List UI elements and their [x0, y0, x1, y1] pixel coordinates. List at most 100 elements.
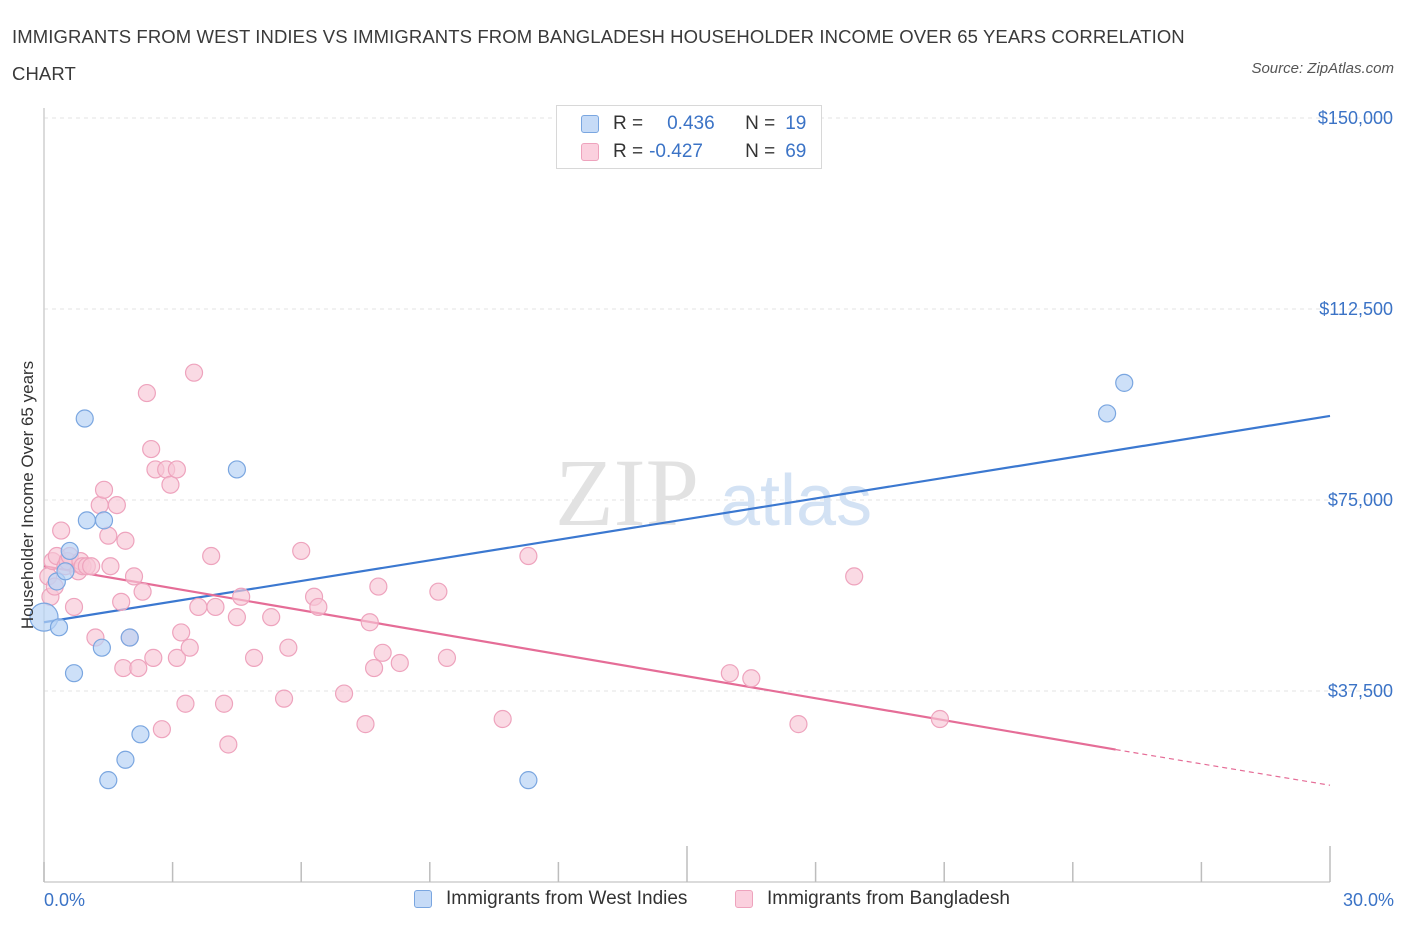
west-indies-point [60, 541, 79, 561]
legend-row-bangladesh: R = -0.427 N = 69 [581, 139, 806, 165]
west-indies-point [227, 460, 246, 479]
axes [43, 108, 1331, 883]
west-indies-point [92, 638, 111, 657]
bangladesh-point [202, 546, 221, 566]
bangladesh-point [437, 648, 457, 667]
bangladesh-point [356, 715, 375, 734]
legend-n-value: 69 [785, 141, 807, 162]
bangladesh-point [292, 541, 311, 561]
bangladesh-point [101, 557, 120, 576]
stats-legend: R = 0.436 N = 19 R = -0.427 N = 69 [556, 105, 822, 169]
bangladesh-point [142, 439, 161, 459]
bangladesh-point [274, 689, 294, 708]
y-axis-label: Householder Income Over 65 years [18, 361, 37, 629]
bangladesh-point [112, 592, 131, 611]
y-tick-label: $37,500 [1328, 681, 1393, 701]
west-indies-point [116, 750, 135, 769]
chart-source: Source: ZipAtlas.com [1251, 60, 1394, 77]
bangladesh-point [214, 694, 234, 713]
y-tick-label: $75,000 [1328, 490, 1393, 510]
bangladesh-point [52, 521, 71, 540]
bangladesh-point [152, 720, 171, 739]
bangladesh-point [227, 608, 246, 627]
west-indies-point [131, 725, 150, 744]
legend-r-value: 0.436 [667, 113, 715, 134]
bangladesh-point [244, 648, 264, 667]
bangladesh-swatch [581, 143, 599, 161]
bangladesh-point [262, 608, 281, 627]
bangladesh-point [206, 597, 225, 617]
bangladesh-point [742, 669, 761, 688]
west-indies-point [94, 511, 114, 530]
west-indies-point [99, 771, 118, 790]
bangladesh-point [930, 709, 950, 729]
bangladesh-legend-label: Immigrants from Bangladesh [767, 888, 1010, 909]
legend-r-value: -0.427 [649, 141, 703, 162]
bangladesh-point [845, 567, 864, 586]
data-points [29, 363, 1134, 790]
legend-n-label: N = [745, 113, 776, 134]
bangladesh-point [493, 709, 512, 729]
bangladesh-point [116, 531, 135, 550]
bangladesh-point [189, 597, 208, 617]
bangladesh-point [167, 460, 186, 479]
bangladesh-point [720, 664, 739, 683]
west-indies-legend-swatch [414, 890, 432, 908]
bangladesh-point [180, 638, 199, 657]
bangladesh-point [64, 597, 84, 617]
bangladesh-point [334, 684, 354, 703]
bangladesh-point [99, 526, 118, 545]
legend-n-label: N = [745, 141, 776, 162]
legend-item-west-indies: Immigrants from West Indies [414, 888, 687, 910]
y-tick-labels: $37,500 $75,000 $112,500 $150,000 [1318, 108, 1393, 701]
y-tick-label: $112,500 [1319, 299, 1393, 319]
legend-r-label: R = [613, 141, 644, 162]
bangladesh-point [167, 648, 186, 667]
bangladesh-point [129, 658, 148, 678]
bangladesh-point [184, 363, 204, 382]
west-indies-point [77, 511, 96, 530]
bangladesh-point [373, 643, 392, 662]
bangladesh-point [107, 495, 126, 515]
watermark: ZIP atlas [555, 439, 872, 546]
west-indies-point [64, 664, 84, 683]
west-indies-point [56, 562, 75, 581]
bangladesh-trend-line [43, 565, 1116, 751]
bangladesh-point [144, 648, 163, 667]
bangladesh-point [137, 383, 156, 403]
west-indies-point [75, 409, 94, 428]
legend-r-label: R = [613, 113, 644, 134]
bangladesh-point [390, 653, 409, 673]
bangladesh-point [176, 694, 195, 713]
west-indies-point [49, 618, 69, 637]
y-tick-label: $150,000 [1318, 108, 1393, 128]
chart-title: IMMIGRANTS FROM WEST INDIES VS IMMIGRANT… [12, 26, 1185, 84]
bangladesh-point [90, 495, 109, 515]
bangladesh-point [232, 587, 251, 606]
bangladesh-point [279, 638, 298, 657]
grid-lines [44, 117, 1390, 692]
bangladesh-point [369, 577, 388, 596]
bangladesh-point [519, 546, 538, 566]
bangladesh-point [789, 715, 808, 734]
legend-row-west-indies: R = 0.436 N = 19 [581, 111, 806, 137]
bangladesh-point [82, 557, 101, 576]
west-indies-swatch [581, 115, 599, 133]
watermark-zip: ZIP [555, 439, 699, 546]
west-indies-point [1097, 404, 1117, 423]
bangladesh-point [219, 735, 238, 754]
west-indies-point [120, 628, 139, 647]
x-tick-label-min: 0.0% [44, 890, 86, 910]
bangladesh-legend-swatch [735, 890, 753, 908]
bangladesh-point [172, 623, 191, 642]
bangladesh-point [364, 658, 384, 678]
bangladesh-point [133, 582, 152, 601]
series-legend: Immigrants from West Indies Immigrants f… [0, 888, 1406, 916]
bangladesh-point [360, 613, 379, 632]
legend-n-value: 19 [785, 113, 807, 134]
x-tick-label-max: 30.0% [1342, 890, 1394, 910]
bangladesh-point [94, 480, 114, 499]
bangladesh-point [124, 567, 144, 586]
bangladesh-trend-extension [1115, 748, 1331, 786]
